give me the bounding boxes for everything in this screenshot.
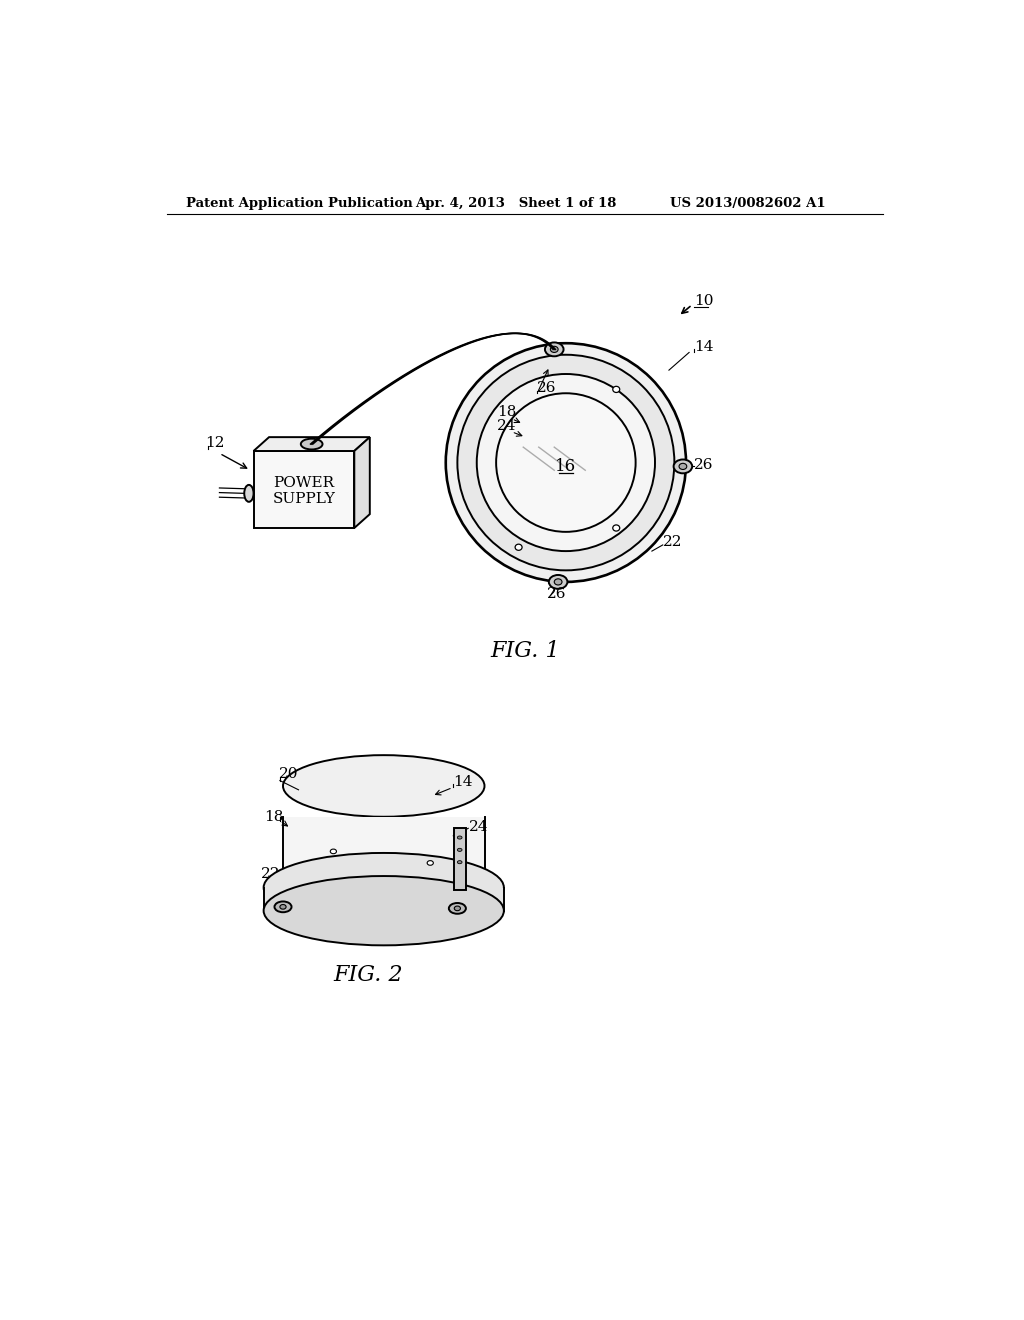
- Ellipse shape: [274, 902, 292, 912]
- Ellipse shape: [283, 755, 484, 817]
- Text: FIG. 1: FIG. 1: [490, 640, 559, 663]
- Text: 14: 14: [454, 775, 473, 789]
- Polygon shape: [283, 817, 484, 894]
- Text: 22: 22: [261, 867, 281, 882]
- Ellipse shape: [458, 836, 462, 840]
- Ellipse shape: [554, 578, 562, 585]
- Polygon shape: [254, 437, 370, 451]
- Text: Patent Application Publication: Patent Application Publication: [186, 197, 413, 210]
- Ellipse shape: [612, 387, 620, 392]
- Ellipse shape: [550, 346, 558, 352]
- Ellipse shape: [280, 904, 286, 909]
- Polygon shape: [354, 437, 370, 528]
- Ellipse shape: [496, 393, 636, 532]
- Text: 24: 24: [497, 420, 516, 433]
- Ellipse shape: [515, 544, 522, 550]
- Ellipse shape: [445, 343, 686, 582]
- Ellipse shape: [549, 576, 567, 589]
- Text: 18: 18: [263, 809, 283, 824]
- Ellipse shape: [449, 903, 466, 913]
- Text: 26: 26: [538, 381, 557, 395]
- Text: 26: 26: [426, 902, 445, 916]
- Text: 10: 10: [693, 294, 714, 308]
- Text: Apr. 4, 2013   Sheet 1 of 18: Apr. 4, 2013 Sheet 1 of 18: [415, 197, 616, 210]
- Text: 12: 12: [206, 437, 225, 450]
- Text: POWER: POWER: [273, 477, 335, 490]
- Ellipse shape: [301, 438, 323, 450]
- Ellipse shape: [245, 484, 254, 502]
- Ellipse shape: [331, 849, 337, 854]
- Ellipse shape: [458, 849, 462, 851]
- Ellipse shape: [674, 459, 692, 474]
- Text: 20: 20: [280, 767, 299, 781]
- Ellipse shape: [612, 525, 620, 531]
- Ellipse shape: [458, 861, 462, 863]
- Polygon shape: [263, 887, 504, 911]
- Ellipse shape: [427, 861, 433, 866]
- Ellipse shape: [679, 463, 687, 470]
- Text: 26: 26: [693, 458, 714, 471]
- Ellipse shape: [263, 853, 504, 923]
- Text: 22: 22: [663, 535, 682, 549]
- Text: 18: 18: [497, 405, 516, 420]
- Polygon shape: [254, 451, 354, 528]
- Text: 26: 26: [308, 906, 328, 920]
- Text: 24: 24: [469, 820, 488, 834]
- Polygon shape: [454, 829, 466, 890]
- Text: US 2013/0082602 A1: US 2013/0082602 A1: [671, 197, 826, 210]
- Text: 16: 16: [555, 458, 577, 475]
- Ellipse shape: [477, 374, 655, 552]
- Text: FIG. 2: FIG. 2: [334, 964, 403, 986]
- Text: 26: 26: [547, 587, 566, 601]
- Text: SUPPLY: SUPPLY: [272, 492, 336, 506]
- Text: 14: 14: [693, 341, 714, 354]
- Ellipse shape: [263, 876, 504, 945]
- Ellipse shape: [455, 906, 461, 911]
- Ellipse shape: [545, 342, 563, 356]
- Ellipse shape: [458, 355, 675, 570]
- Ellipse shape: [283, 863, 484, 924]
